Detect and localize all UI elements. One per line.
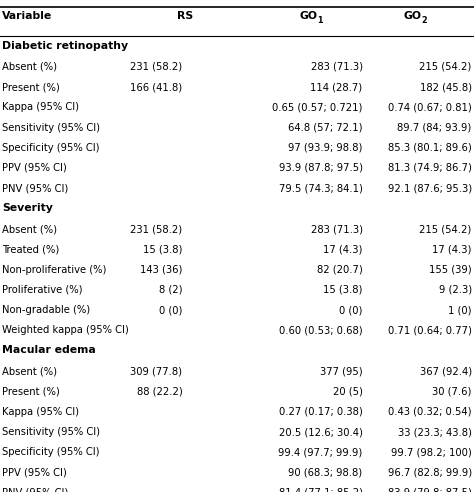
Text: Specificity (95% CI): Specificity (95% CI) — [2, 143, 100, 153]
Text: 309 (77.8): 309 (77.8) — [130, 367, 182, 376]
Text: 0.43 (0.32; 0.54): 0.43 (0.32; 0.54) — [388, 407, 472, 417]
Text: 215 (54.2): 215 (54.2) — [419, 224, 472, 234]
Text: 0.74 (0.67; 0.81): 0.74 (0.67; 0.81) — [388, 102, 472, 112]
Text: 89.7 (84; 93.9): 89.7 (84; 93.9) — [397, 123, 472, 132]
Text: 283 (71.3): 283 (71.3) — [310, 62, 363, 72]
Text: 377 (95): 377 (95) — [320, 367, 363, 376]
Text: 8 (2): 8 (2) — [159, 285, 182, 295]
Text: 2: 2 — [422, 16, 428, 25]
Text: Absent (%): Absent (%) — [2, 367, 57, 376]
Text: 0 (0): 0 (0) — [159, 305, 182, 315]
Text: 215 (54.2): 215 (54.2) — [419, 62, 472, 72]
Text: PPV (95% CI): PPV (95% CI) — [2, 467, 67, 477]
Text: Non-gradable (%): Non-gradable (%) — [2, 305, 91, 315]
Text: 283 (71.3): 283 (71.3) — [310, 224, 363, 234]
Text: Present (%): Present (%) — [2, 387, 60, 397]
Text: Macular edema: Macular edema — [2, 345, 96, 355]
Text: Diabetic retinopathy: Diabetic retinopathy — [2, 41, 128, 51]
Text: RS: RS — [177, 11, 193, 21]
Text: 64.8 (57; 72.1): 64.8 (57; 72.1) — [288, 123, 363, 132]
Text: 20 (5): 20 (5) — [333, 387, 363, 397]
Text: 17 (4.3): 17 (4.3) — [432, 245, 472, 254]
Text: 182 (45.8): 182 (45.8) — [419, 82, 472, 92]
Text: 114 (28.7): 114 (28.7) — [310, 82, 363, 92]
Text: 231 (58.2): 231 (58.2) — [130, 62, 182, 72]
Text: 93.9 (87.8; 97.5): 93.9 (87.8; 97.5) — [279, 163, 363, 173]
Text: 99.7 (98.2; 100): 99.7 (98.2; 100) — [391, 447, 472, 457]
Text: 9 (2.3): 9 (2.3) — [438, 285, 472, 295]
Text: Proliferative (%): Proliferative (%) — [2, 285, 83, 295]
Text: 30 (7.6): 30 (7.6) — [432, 387, 472, 397]
Text: Absent (%): Absent (%) — [2, 62, 57, 72]
Text: 82 (20.7): 82 (20.7) — [317, 265, 363, 275]
Text: 81.3 (74.9; 86.7): 81.3 (74.9; 86.7) — [388, 163, 472, 173]
Text: 17 (4.3): 17 (4.3) — [323, 245, 363, 254]
Text: Specificity (95% CI): Specificity (95% CI) — [2, 447, 100, 457]
Text: 0 (0): 0 (0) — [339, 305, 363, 315]
Text: 83.9 (79.8; 87.5): 83.9 (79.8; 87.5) — [388, 488, 472, 492]
Text: 166 (41.8): 166 (41.8) — [130, 82, 182, 92]
Text: 85.3 (80.1; 89.6): 85.3 (80.1; 89.6) — [388, 143, 472, 153]
Text: Non-proliferative (%): Non-proliferative (%) — [2, 265, 107, 275]
Text: 90 (68.3; 98.8): 90 (68.3; 98.8) — [289, 467, 363, 477]
Text: Absent (%): Absent (%) — [2, 224, 57, 234]
Text: PNV (95% CI): PNV (95% CI) — [2, 183, 69, 193]
Text: PNV (95% CI): PNV (95% CI) — [2, 488, 69, 492]
Text: 367 (92.4): 367 (92.4) — [419, 367, 472, 376]
Text: 88 (22.2): 88 (22.2) — [137, 387, 182, 397]
Text: 99.4 (97.7; 99.9): 99.4 (97.7; 99.9) — [278, 447, 363, 457]
Text: 1: 1 — [318, 16, 323, 25]
Text: 0.65 (0.57; 0.721): 0.65 (0.57; 0.721) — [272, 102, 363, 112]
Text: 15 (3.8): 15 (3.8) — [323, 285, 363, 295]
Text: 0.27 (0.17; 0.38): 0.27 (0.17; 0.38) — [279, 407, 363, 417]
Text: 231 (58.2): 231 (58.2) — [130, 224, 182, 234]
Text: GO: GO — [404, 11, 422, 21]
Text: PPV (95% CI): PPV (95% CI) — [2, 163, 67, 173]
Text: Variable: Variable — [2, 11, 53, 21]
Text: 1 (0): 1 (0) — [448, 305, 472, 315]
Text: 15 (3.8): 15 (3.8) — [143, 245, 182, 254]
Text: GO: GO — [300, 11, 318, 21]
Text: Sensitivity (95% CI): Sensitivity (95% CI) — [2, 123, 100, 132]
Text: 79.5 (74.3; 84.1): 79.5 (74.3; 84.1) — [279, 183, 363, 193]
Text: 20.5 (12.6; 30.4): 20.5 (12.6; 30.4) — [279, 427, 363, 437]
Text: 81.4 (77.1; 85.2): 81.4 (77.1; 85.2) — [279, 488, 363, 492]
Text: 143 (36): 143 (36) — [140, 265, 182, 275]
Text: Sensitivity (95% CI): Sensitivity (95% CI) — [2, 427, 100, 437]
Text: 97 (93.9; 98.8): 97 (93.9; 98.8) — [288, 143, 363, 153]
Text: 33 (23.3; 43.8): 33 (23.3; 43.8) — [398, 427, 472, 437]
Text: Kappa (95% CI): Kappa (95% CI) — [2, 102, 79, 112]
Text: 92.1 (87.6; 95.3): 92.1 (87.6; 95.3) — [388, 183, 472, 193]
Text: 0.60 (0.53; 0.68): 0.60 (0.53; 0.68) — [279, 325, 363, 335]
Text: Treated (%): Treated (%) — [2, 245, 60, 254]
Text: 0.71 (0.64; 0.77): 0.71 (0.64; 0.77) — [388, 325, 472, 335]
Text: Kappa (95% CI): Kappa (95% CI) — [2, 407, 79, 417]
Text: Present (%): Present (%) — [2, 82, 60, 92]
Text: 96.7 (82.8; 99.9): 96.7 (82.8; 99.9) — [388, 467, 472, 477]
Text: Weighted kappa (95% CI): Weighted kappa (95% CI) — [2, 325, 129, 335]
Text: Severity: Severity — [2, 203, 53, 213]
Text: 155 (39): 155 (39) — [429, 265, 472, 275]
